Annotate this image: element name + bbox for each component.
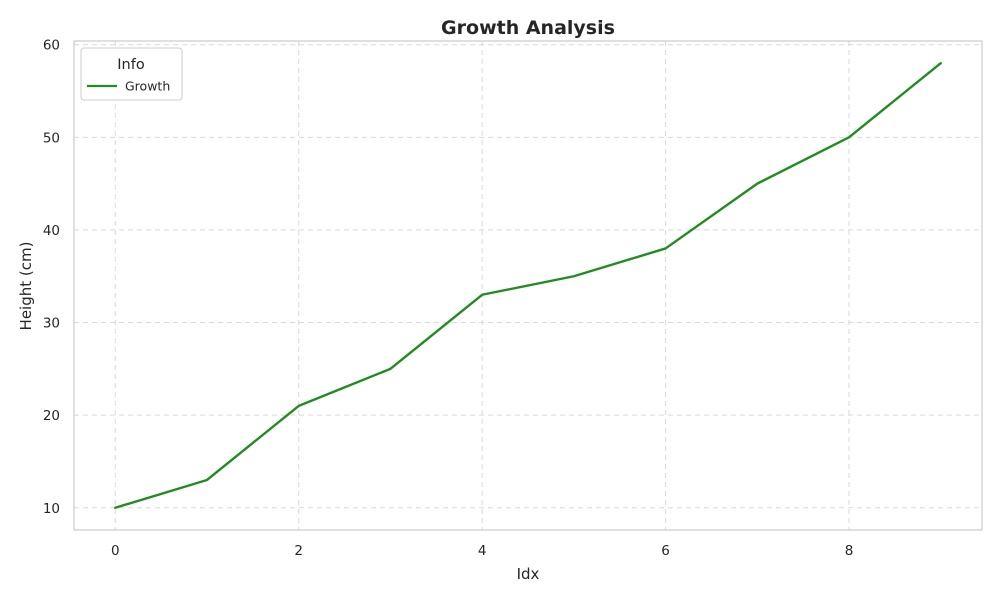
y-axis-ticks: 10 20 30 40 50 60 <box>43 38 60 517</box>
legend: Info Growth <box>80 47 183 101</box>
grid <box>74 41 982 530</box>
series-layer <box>114 62 942 509</box>
x-tick-label: 8 <box>845 543 854 559</box>
x-axis-label: Idx <box>517 565 540 583</box>
legend-title: Info <box>117 57 145 73</box>
plot-frame <box>73 40 983 531</box>
y-tick-label: 20 <box>43 408 60 424</box>
y-tick-label: 60 <box>43 38 60 54</box>
y-tick-label: 50 <box>43 130 60 146</box>
chart-title: Growth Analysis <box>441 17 615 39</box>
x-tick-label: 2 <box>294 543 303 559</box>
x-tick-label: 4 <box>478 543 487 559</box>
y-tick-label: 40 <box>43 223 60 239</box>
y-axis-label: Height (cm) <box>17 242 35 331</box>
series-line-growth <box>114 62 942 509</box>
legend-label-growth: Growth <box>125 79 170 94</box>
y-tick-label: 30 <box>43 316 60 332</box>
x-tick-label: 0 <box>111 543 120 559</box>
x-tick-label: 6 <box>661 543 670 559</box>
y-tick-label: 10 <box>43 501 60 517</box>
x-axis-ticks: 0 2 4 6 8 <box>111 543 853 559</box>
